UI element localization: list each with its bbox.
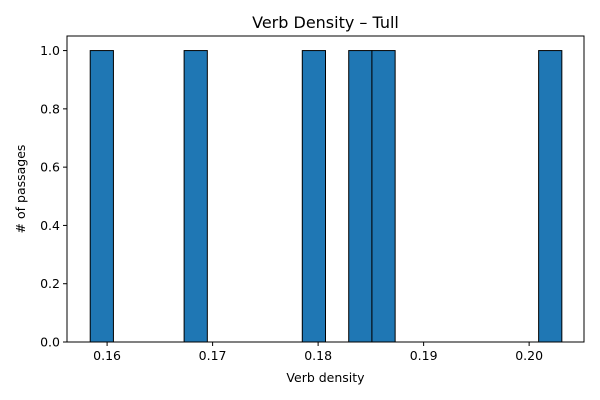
y-axis-ticks: 0.0 0.2 0.4 0.6 0.8 1.0 <box>40 43 67 350</box>
y-tick-label: 0.0 <box>40 335 60 350</box>
bars-group <box>89 50 563 343</box>
plot-frame <box>66 35 585 343</box>
histogram-bar-3 <box>301 50 326 343</box>
x-axis-ticks: 0.16 0.17 0.18 0.19 0.20 <box>93 342 543 363</box>
x-tick-label: 0.19 <box>410 348 438 363</box>
x-tick-label: 0.17 <box>199 348 227 363</box>
y-axis-label: # of passages <box>13 145 28 234</box>
histogram-bar-6 <box>538 50 563 343</box>
y-tick-label: 0.8 <box>40 101 60 116</box>
y-tick-label: 0.6 <box>40 160 60 175</box>
histogram-bar-2 <box>183 50 208 343</box>
y-tick-label: 0.4 <box>40 218 60 233</box>
histogram-bar-5 <box>371 50 396 343</box>
x-tick-label: 0.18 <box>304 348 332 363</box>
histogram-bar-1 <box>89 50 114 343</box>
x-axis-label: Verb density <box>286 370 365 385</box>
chart-title: Verb Density – Tull <box>252 13 399 32</box>
x-tick-label: 0.16 <box>93 348 121 363</box>
histogram-bar-4 <box>348 50 373 343</box>
y-tick-label: 1.0 <box>40 43 60 58</box>
y-tick-label: 0.2 <box>40 276 60 291</box>
x-tick-label: 0.20 <box>515 348 543 363</box>
